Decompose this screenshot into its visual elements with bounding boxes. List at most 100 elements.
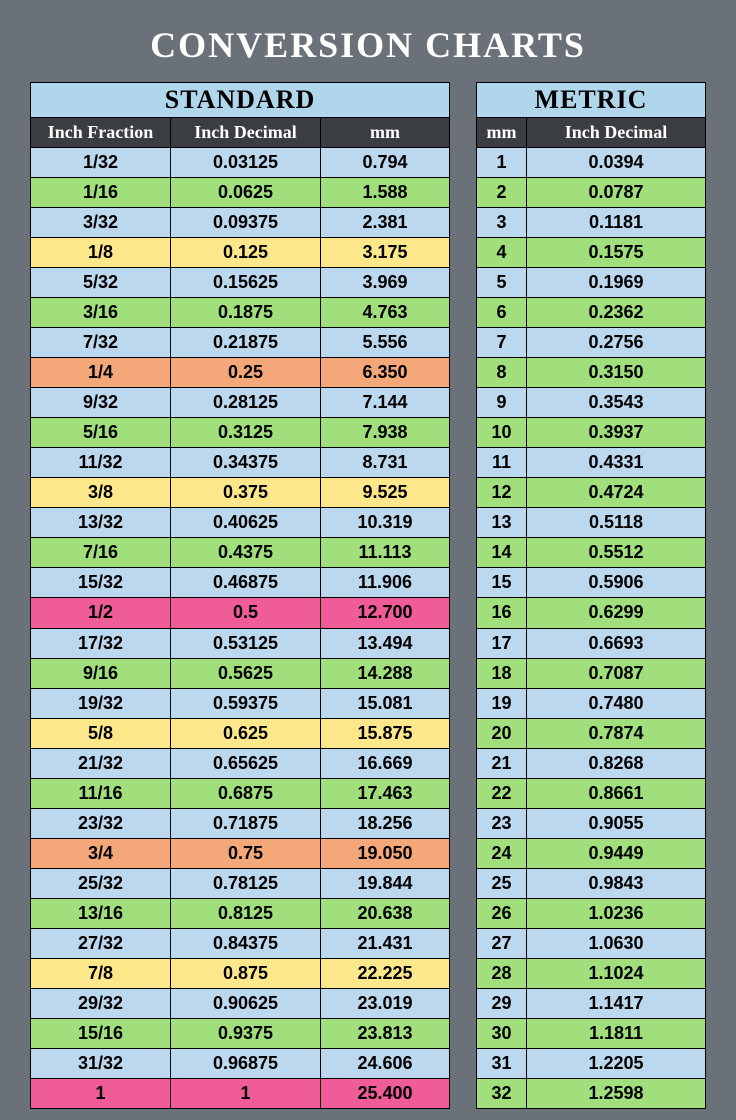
cell-mm: 22 <box>477 778 527 808</box>
cell-fraction: 9/32 <box>31 387 171 417</box>
cell-mm: 10.319 <box>321 507 449 537</box>
standard-rows: 1/320.031250.7941/160.06251.5883/320.093… <box>31 147 449 1108</box>
cell-mm: 7.144 <box>321 387 449 417</box>
cell-mm: 19.844 <box>321 868 449 898</box>
table-row: 1/80.1253.175 <box>31 237 449 267</box>
table-row: 50.1969 <box>477 267 705 297</box>
table-row: 15/160.937523.813 <box>31 1018 449 1048</box>
cell-decimal: 1.2205 <box>527 1048 705 1078</box>
cell-fraction: 1/8 <box>31 237 171 267</box>
cell-decimal: 0.4331 <box>527 447 705 477</box>
cell-decimal: 0.9055 <box>527 808 705 838</box>
cell-mm: 23.019 <box>321 988 449 1018</box>
table-row: 13/320.4062510.319 <box>31 507 449 537</box>
cell-decimal: 0.1575 <box>527 237 705 267</box>
table-row: 321.2598 <box>477 1078 705 1108</box>
table-row: 190.7480 <box>477 688 705 718</box>
cell-fraction: 3/4 <box>31 838 171 868</box>
cell-mm: 3 <box>477 207 527 237</box>
cell-decimal: 0.8661 <box>527 778 705 808</box>
cell-fraction: 5/16 <box>31 417 171 447</box>
cell-mm: 2 <box>477 177 527 207</box>
col-mm: mm <box>321 118 449 147</box>
cell-decimal: 0.4724 <box>527 477 705 507</box>
col-inch-decimal-metric: Inch Decimal <box>527 118 705 147</box>
cell-fraction: 17/32 <box>31 628 171 658</box>
table-row: 130.5118 <box>477 507 705 537</box>
cell-fraction: 27/32 <box>31 928 171 958</box>
cell-decimal: 0.1181 <box>527 207 705 237</box>
cell-mm: 16 <box>477 597 527 627</box>
cell-mm: 4.763 <box>321 297 449 327</box>
table-row: 170.6693 <box>477 628 705 658</box>
table-row: 200.7874 <box>477 718 705 748</box>
cell-decimal: 0.2756 <box>527 327 705 357</box>
cell-decimal: 0.78125 <box>171 868 321 898</box>
cell-fraction: 1/4 <box>31 357 171 387</box>
cell-decimal: 0.125 <box>171 237 321 267</box>
cell-fraction: 25/32 <box>31 868 171 898</box>
cell-fraction: 11/32 <box>31 447 171 477</box>
cell-mm: 25 <box>477 868 527 898</box>
table-row: 3/160.18754.763 <box>31 297 449 327</box>
cell-decimal: 0.875 <box>171 958 321 988</box>
cell-mm: 3.175 <box>321 237 449 267</box>
table-row: 110.4331 <box>477 447 705 477</box>
cell-decimal: 0.75 <box>171 838 321 868</box>
cell-mm: 22.225 <box>321 958 449 988</box>
table-row: 25/320.7812519.844 <box>31 868 449 898</box>
table-row: 160.6299 <box>477 597 705 627</box>
cell-mm: 27 <box>477 928 527 958</box>
table-row: 5/160.31257.938 <box>31 417 449 447</box>
cell-mm: 24.606 <box>321 1048 449 1078</box>
col-inch-fraction: Inch Fraction <box>31 118 171 147</box>
cell-decimal: 0.0625 <box>171 177 321 207</box>
table-row: 23/320.7187518.256 <box>31 808 449 838</box>
tables-layout: STANDARD Inch Fraction Inch Decimal mm 1… <box>30 82 706 1109</box>
cell-decimal: 0.5 <box>171 597 321 627</box>
cell-decimal: 0.34375 <box>171 447 321 477</box>
table-row: 80.3150 <box>477 357 705 387</box>
cell-fraction: 5/8 <box>31 718 171 748</box>
cell-decimal: 0.3543 <box>527 387 705 417</box>
table-row: 27/320.8437521.431 <box>31 928 449 958</box>
col-inch-decimal: Inch Decimal <box>171 118 321 147</box>
page-title: CONVERSION CHARTS <box>30 24 706 66</box>
cell-decimal: 1.1811 <box>527 1018 705 1048</box>
table-row: 220.8661 <box>477 778 705 808</box>
table-row: 11/160.687517.463 <box>31 778 449 808</box>
cell-fraction: 1 <box>31 1078 171 1108</box>
cell-mm: 17.463 <box>321 778 449 808</box>
cell-decimal: 0.6299 <box>527 597 705 627</box>
table-row: 90.3543 <box>477 387 705 417</box>
cell-fraction: 5/32 <box>31 267 171 297</box>
standard-heading: STANDARD <box>31 83 449 118</box>
cell-decimal: 0.2362 <box>527 297 705 327</box>
metric-panel: METRIC mm Inch Decimal 10.039420.078730.… <box>476 82 706 1109</box>
cell-decimal: 0.5625 <box>171 658 321 688</box>
cell-mm: 11.906 <box>321 567 449 597</box>
cell-decimal: 0.09375 <box>171 207 321 237</box>
cell-mm: 18.256 <box>321 808 449 838</box>
cell-fraction: 3/32 <box>31 207 171 237</box>
cell-mm: 12.700 <box>321 597 449 627</box>
cell-mm: 19.050 <box>321 838 449 868</box>
cell-decimal: 0.5118 <box>527 507 705 537</box>
cell-mm: 9 <box>477 387 527 417</box>
cell-decimal: 0.375 <box>171 477 321 507</box>
cell-mm: 25.400 <box>321 1078 449 1108</box>
cell-mm: 10 <box>477 417 527 447</box>
table-row: 21/320.6562516.669 <box>31 748 449 778</box>
cell-fraction: 11/16 <box>31 778 171 808</box>
cell-decimal: 0.40625 <box>171 507 321 537</box>
cell-decimal: 0.03125 <box>171 147 321 177</box>
cell-mm: 21.431 <box>321 928 449 958</box>
cell-mm: 0.794 <box>321 147 449 177</box>
table-row: 17/320.5312513.494 <box>31 628 449 658</box>
cell-mm: 15.081 <box>321 688 449 718</box>
cell-decimal: 0.46875 <box>171 567 321 597</box>
cell-mm: 13 <box>477 507 527 537</box>
cell-mm: 23.813 <box>321 1018 449 1048</box>
cell-decimal: 0.3150 <box>527 357 705 387</box>
cell-decimal: 0.8125 <box>171 898 321 928</box>
